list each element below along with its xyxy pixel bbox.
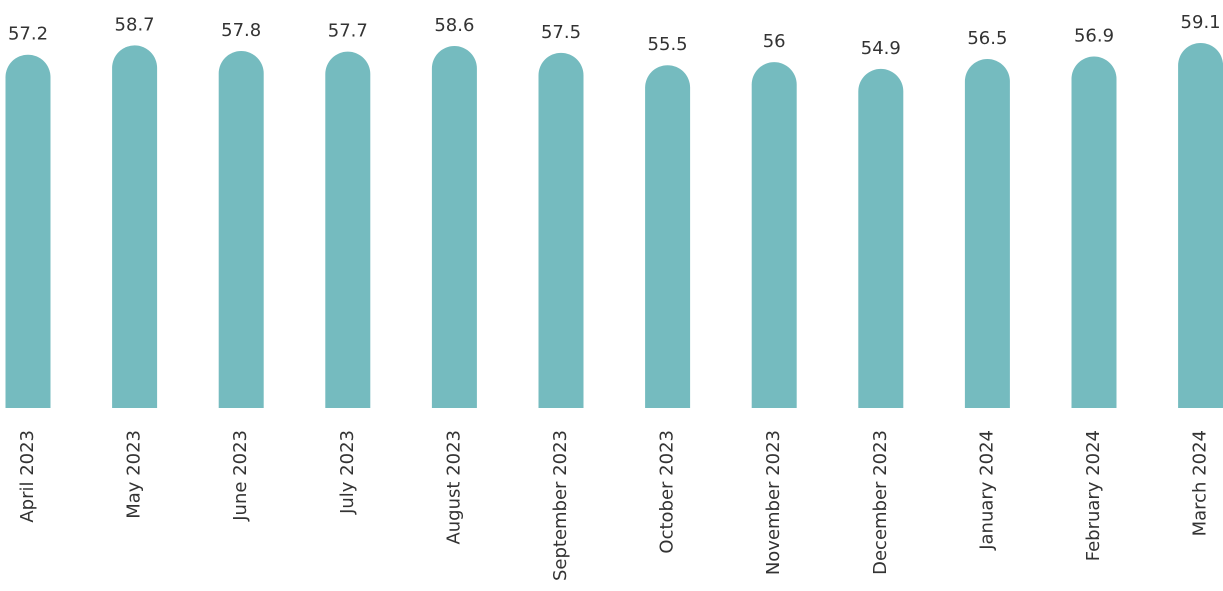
value-label: 56.9	[1074, 26, 1114, 47]
value-label: 54.9	[861, 38, 901, 59]
x-tick-label: September 2023	[550, 430, 571, 581]
bar	[112, 45, 158, 409]
bar	[431, 46, 477, 408]
value-label: 56.5	[967, 28, 1007, 49]
value-label: 57.7	[328, 21, 368, 42]
bar	[858, 68, 904, 408]
bar	[1178, 42, 1223, 408]
bar	[325, 51, 371, 409]
bar	[751, 62, 797, 409]
bar	[645, 65, 691, 408]
x-tick-label: March 2024	[1190, 430, 1211, 536]
bar	[964, 59, 1010, 408]
value-label: 58.6	[434, 15, 474, 36]
x-tick-label: April 2023	[17, 430, 38, 523]
value-label: 57.5	[541, 22, 581, 43]
x-tick-label: May 2023	[124, 430, 145, 519]
bar	[1071, 56, 1117, 409]
bar	[538, 52, 584, 408]
value-label: 58.7	[115, 14, 155, 35]
x-tick-label: November 2023	[763, 430, 784, 575]
bar	[218, 50, 264, 408]
x-tick-label: August 2023	[443, 430, 464, 545]
x-tick-label: June 2023	[230, 430, 251, 522]
bar	[5, 54, 51, 408]
x-tick-label: February 2024	[1083, 430, 1104, 561]
x-tick-label: July 2023	[337, 430, 358, 515]
x-tick-label: January 2024	[976, 430, 997, 551]
value-label: 59.1	[1181, 12, 1221, 33]
value-label: 57.8	[221, 20, 261, 41]
x-tick-label: October 2023	[657, 430, 678, 554]
x-tick-label: December 2023	[870, 430, 891, 575]
value-label: 57.2	[8, 24, 48, 45]
value-label: 55.5	[648, 34, 688, 55]
value-label: 56	[763, 31, 786, 52]
